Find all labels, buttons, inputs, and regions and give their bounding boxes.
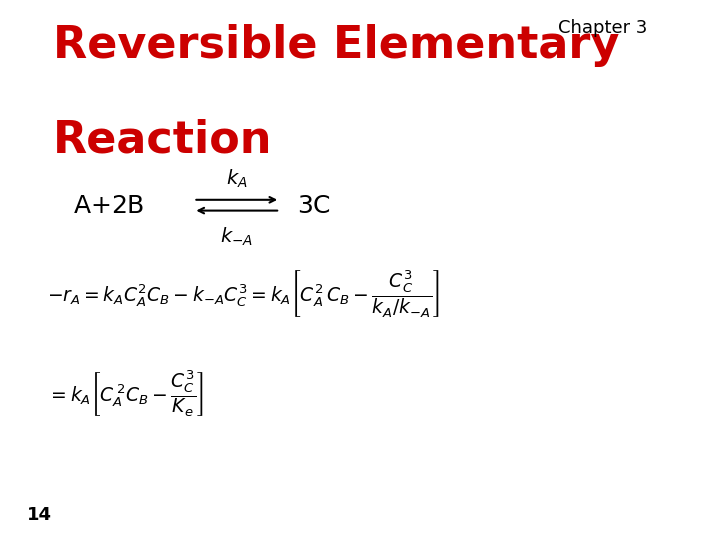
Text: $\mathrm{A{+}2B}$: $\mathrm{A{+}2B}$	[73, 194, 145, 218]
Text: $= k_A \left[ C_A^{\,2} C_B - \dfrac{C_C^3}{K_e} \right]$: $= k_A \left[ C_A^{\,2} C_B - \dfrac{C_C…	[47, 369, 204, 419]
Text: 14: 14	[27, 506, 52, 524]
Text: Chapter 3: Chapter 3	[557, 19, 647, 37]
Text: $k_A$: $k_A$	[226, 168, 248, 190]
Text: Reaction: Reaction	[53, 119, 273, 162]
Text: $\mathrm{3C}$: $\mathrm{3C}$	[297, 194, 330, 218]
Text: $k_{-A}$: $k_{-A}$	[220, 226, 253, 248]
Text: Reversible Elementary: Reversible Elementary	[53, 24, 620, 68]
FancyBboxPatch shape	[0, 0, 672, 540]
Text: $-r_A = k_A C_A^2 C_B - k_{-A} C_C^3 = k_A \left[ C_A^2\, C_B - \dfrac{C_C^3}{k_: $-r_A = k_A C_A^2 C_B - k_{-A} C_C^3 = k…	[47, 269, 439, 320]
